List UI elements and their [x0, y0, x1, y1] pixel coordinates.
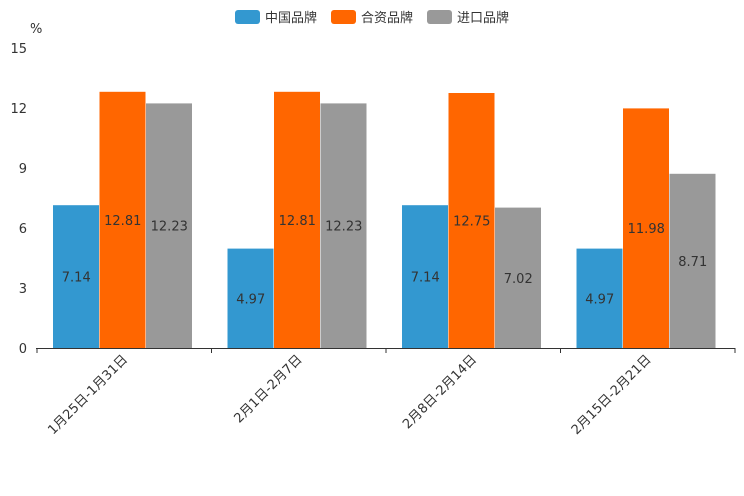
data-label: 4.97: [236, 292, 265, 307]
y-tick-label: 9: [19, 162, 27, 177]
bar[interactable]: [623, 108, 669, 349]
x-tick-label: 2月15日-2月21日: [569, 352, 655, 438]
bar[interactable]: [402, 205, 448, 348]
data-label: 12.23: [151, 220, 188, 235]
data-label: 7.02: [504, 272, 533, 287]
data-label: 12.81: [104, 214, 141, 229]
data-label: 11.98: [628, 222, 665, 237]
bar[interactable]: [53, 205, 99, 348]
data-label: 8.71: [678, 255, 707, 270]
bar[interactable]: [99, 91, 146, 349]
y-tick-label: 0: [19, 342, 27, 357]
legend-label: 进口品牌: [457, 11, 510, 26]
y-tick-label: 12: [10, 102, 27, 117]
bar[interactable]: [669, 173, 716, 348]
bar[interactable]: [320, 103, 367, 349]
y-tick-label: 6: [19, 222, 27, 237]
bar[interactable]: [495, 207, 541, 348]
legend-item-imported-brand[interactable]: 进口品牌: [427, 7, 509, 26]
x-tick-label: 2月1日-2月7日: [231, 352, 305, 426]
x-tick-label: 2月8日-2月14日: [400, 352, 480, 432]
chart-legend: 中国品牌 合资品牌 进口品牌: [0, 7, 744, 26]
y-tick-label: 15: [10, 42, 27, 57]
data-label: 12.75: [453, 215, 490, 230]
x-tick-label: 1月25日-1月31日: [45, 352, 131, 438]
legend-swatch: [427, 9, 452, 24]
bars: 7.14 12.81 12.23 4.97 12.81 12.23 7.14 12.75 7.0…: [53, 91, 716, 349]
bar[interactable]: [274, 91, 320, 349]
y-axis-unit: %: [30, 22, 42, 37]
data-label: 12.23: [325, 220, 362, 235]
data-label: 7.14: [411, 271, 440, 286]
bar[interactable]: [448, 93, 495, 348]
legend-item-china-brand[interactable]: 中国品牌: [234, 7, 317, 26]
bar[interactable]: [576, 248, 623, 348]
legend-label: 合资品牌: [360, 11, 413, 26]
y-axis: 0 3 6 9 12 15: [10, 42, 27, 357]
bar[interactable]: [227, 248, 274, 348]
data-label: 4.97: [585, 292, 614, 307]
data-label: 7.14: [62, 271, 91, 286]
legend-label: 中国品牌: [264, 11, 317, 26]
legend-swatch: [330, 9, 356, 24]
x-axis: 1月25日-1月31日 2月1日-2月7日 2月8日-2月14日 2月15日-2月21…: [36, 348, 736, 438]
legend-item-joint-venture-brand[interactable]: 合资品牌: [330, 7, 413, 26]
bar[interactable]: [146, 103, 192, 349]
legend-swatch: [234, 9, 260, 24]
y-tick-label: 3: [19, 282, 27, 297]
data-label: 12.81: [279, 214, 316, 229]
